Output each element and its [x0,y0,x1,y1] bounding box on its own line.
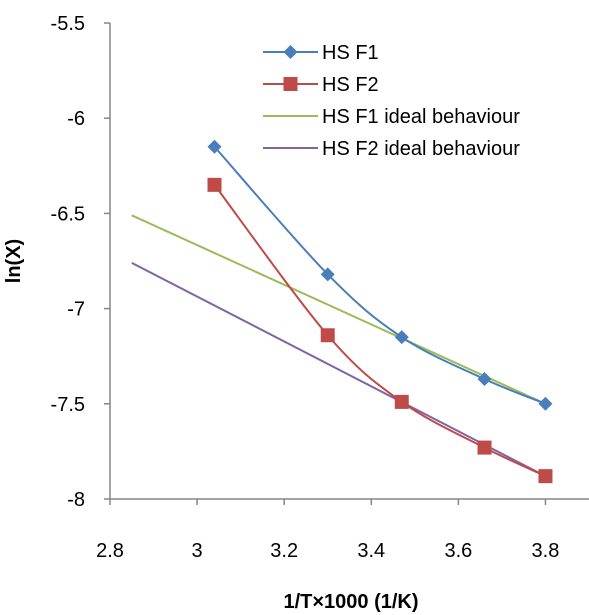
data-point [538,469,553,484]
legend-label: HS F1 ideal behaviour [322,106,520,128]
legend-marker [283,45,298,59]
series-1 [207,139,553,411]
y-tick-label: -7 [67,299,85,321]
data-point [394,330,409,345]
data-point [477,440,492,455]
data-point [538,396,553,411]
x-axis-title: 1/T×1000 (1/K) [283,591,418,613]
series-line [213,146,546,405]
legend-item: HS F1 ideal behaviour [263,106,520,128]
data-point [320,328,335,343]
y-tick-label: -7.5 [51,394,85,416]
series-2 [207,177,553,484]
y-axis-title: ln(X) [3,239,25,283]
y-tick-label: -6.5 [51,203,85,225]
series-line [131,214,546,405]
legend-marker [283,77,298,91]
legend-label: HS F2 ideal behaviour [322,138,520,160]
data-point [394,394,409,409]
series-3 [131,214,546,405]
series-line [131,262,546,478]
legend-label: HS F2 [322,74,379,96]
series-line [213,184,546,478]
legend-item: HS F2 [263,74,379,96]
legend-item: HS F1 [263,42,379,64]
x-tick-label: 2.8 [96,540,124,562]
y-axis-ticks: -5.5 -6 -6.5 -7 -7.5 -8 [51,13,110,511]
x-axis-ticks: 2.8 3 3.2 3.4 3.6 3.8 [96,499,559,562]
x-tick-label: 3 [192,540,203,562]
y-tick-label: -8 [67,489,85,511]
legend: HS F1 HS F2 HS F1 ideal behaviour HS F2 ide… [263,42,520,160]
legend-label: HS F1 [322,42,379,64]
y-tick-label: -6 [67,108,85,130]
plot-marks [131,139,553,484]
series-4 [131,262,546,478]
data-point [320,267,335,282]
legend-item: HS F2 ideal behaviour [263,138,520,160]
data-point [207,139,222,154]
x-tick-label: 3.8 [532,540,560,562]
x-tick-label: 3.4 [357,540,385,562]
data-point [477,372,492,387]
data-point [207,177,222,192]
x-tick-label: 3.6 [444,540,472,562]
y-tick-label: -5.5 [51,13,85,35]
x-tick-label: 3.2 [270,540,298,562]
